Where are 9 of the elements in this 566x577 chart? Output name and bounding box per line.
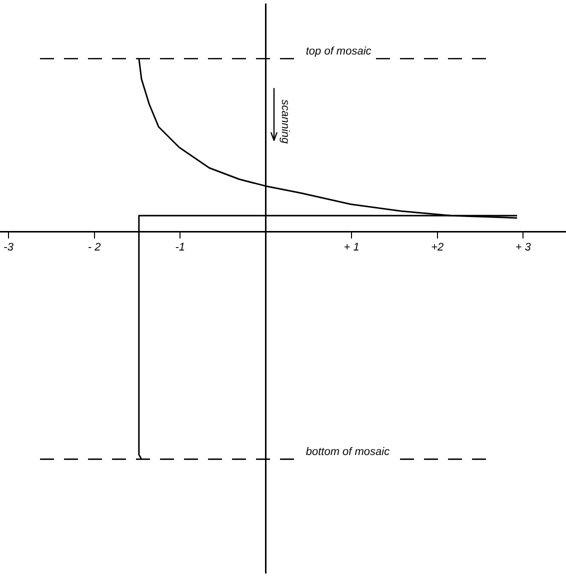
ref-line-label: top of mosaic xyxy=(306,46,372,58)
x-tick-label: +2 xyxy=(431,241,444,254)
x-tick-label: - 2 xyxy=(88,241,101,254)
annotation: scanning xyxy=(278,100,291,145)
x-tick-label: + 1 xyxy=(344,241,360,254)
ref-line-label: bottom of mosaic xyxy=(306,446,390,458)
x-tick-label: + 3 xyxy=(515,241,532,254)
x-tick-label: -1 xyxy=(175,241,185,254)
x-tick-label: -3 xyxy=(4,241,14,254)
